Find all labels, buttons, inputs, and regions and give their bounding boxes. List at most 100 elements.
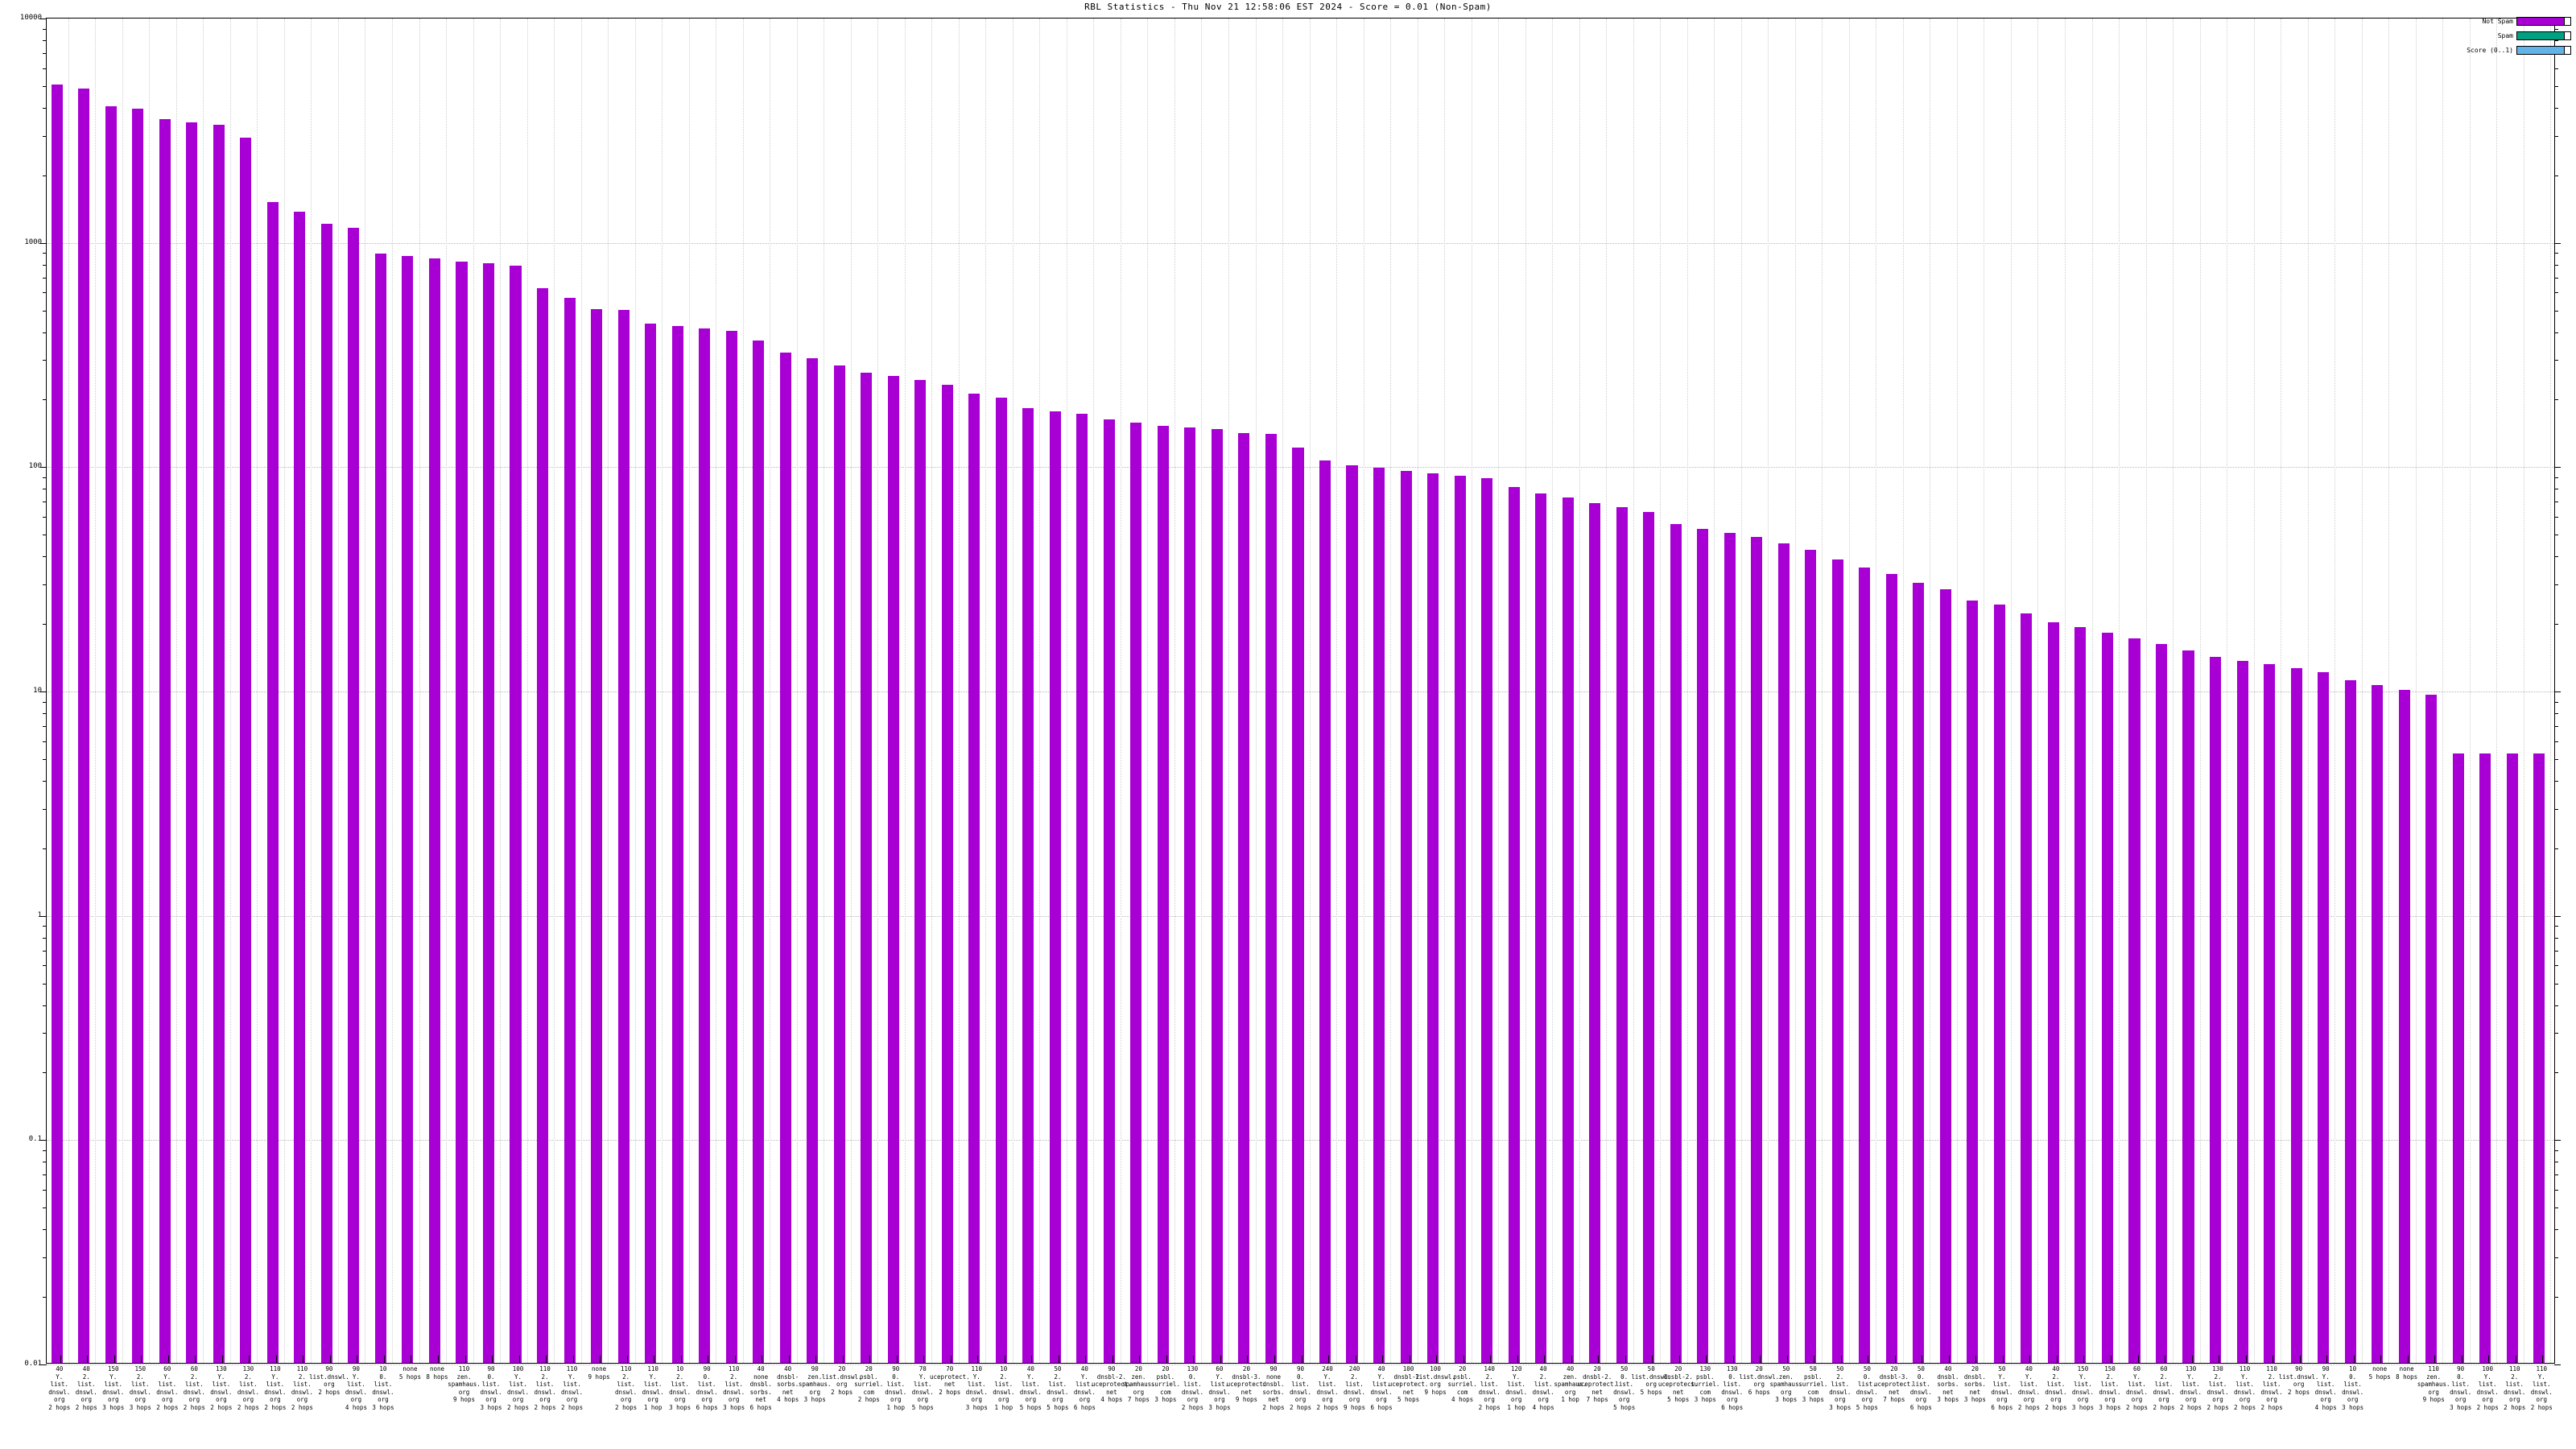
x-tick — [1031, 1356, 1033, 1363]
legend-item-spam[interactable]: Spam — [2413, 31, 2571, 41]
x-tick-label-line: zen. — [1563, 1373, 1578, 1381]
x-tick — [788, 1356, 790, 1363]
x-tick-label-line: 110 — [971, 1365, 983, 1373]
bar — [132, 108, 144, 1363]
x-tick-label-line: list. — [1345, 1381, 1364, 1388]
x-tick-label-line: org — [1835, 1396, 1846, 1403]
x-tick-label-line: org — [1052, 1396, 1063, 1403]
x-tick-label-line: dnswl. — [2450, 1388, 2472, 1396]
grid-line-vertical — [662, 19, 663, 1363]
x-tick-label-line: list. — [2100, 1381, 2120, 1388]
bar — [807, 358, 819, 1363]
x-tick-label-line: 110 — [2508, 1365, 2520, 1373]
x-tick-label-line: 3 hops — [2071, 1403, 2094, 1411]
bar — [2425, 695, 2438, 1363]
x-tick-label: 130 2. list. dnswl. org 2 hops — [237, 1365, 259, 1411]
x-tick-label-line: 20 — [865, 1365, 873, 1373]
bar — [105, 105, 117, 1363]
x-tick-label: 130 0. list. dnswl. org 2 hops — [1182, 1365, 1203, 1411]
x-tick-label-line: org — [2023, 1396, 2035, 1403]
x-tick-label: 90 Y. list. dnswl. org 4 hops — [345, 1365, 367, 1411]
x-tick-label-line: surriel. — [1150, 1381, 1180, 1388]
x-tick-label-line: 2 hops — [1262, 1403, 1285, 1411]
x-tick-label-line: org — [998, 1396, 1009, 1403]
x-tick — [626, 1356, 628, 1363]
x-tick-label-line: 150 — [108, 1365, 119, 1373]
grid-line-vertical — [877, 19, 879, 1363]
x-tick-label-line: org — [1618, 1396, 1630, 1403]
x-tick-label-line: list. — [1992, 1381, 2012, 1388]
x-tick-label-line: dnswl. — [1181, 1388, 1203, 1396]
bar — [941, 384, 953, 1363]
x-tick-label-line: com — [1160, 1388, 1171, 1396]
y-tick-label: 0.1 — [28, 1135, 42, 1144]
bar — [2479, 753, 2491, 1363]
grid-line-vertical — [2388, 19, 2390, 1363]
x-tick-label: 240 Y. list. dnswl. org 2 hops — [1316, 1365, 1338, 1411]
x-tick-label: 110 2. list. dnswl. org 2 hops — [2504, 1365, 2525, 1411]
x-tick-label-line: org — [458, 1388, 470, 1396]
bar — [725, 330, 737, 1363]
x-tick-label: 50 0. list. dnswl. org 6 hops — [1910, 1365, 1932, 1411]
x-tick-label-line: surriel. — [1798, 1381, 1828, 1388]
x-tick-label-line: org — [2536, 1396, 2547, 1403]
x-tick-label-line: 2. — [1000, 1373, 1008, 1381]
x-tick — [1328, 1356, 1330, 1363]
x-tick-label-line: 20 — [1134, 1365, 1142, 1373]
x-tick-label-line: uceprotect. — [1388, 1381, 1429, 1388]
x-tick-label-line: zen. — [1131, 1373, 1146, 1381]
x-tick — [869, 1356, 871, 1363]
x-tick — [249, 1356, 250, 1363]
grid-line-vertical — [850, 19, 852, 1363]
x-tick-label-line: 60 — [1216, 1365, 1224, 1373]
x-tick-label-line: sorbs. — [1963, 1381, 1986, 1388]
x-tick-label-line: 10 — [2349, 1365, 2357, 1373]
legend-item-score-0-1[interactable]: Score (0..1) — [2413, 45, 2571, 56]
x-tick-label-line: 2. — [1485, 1373, 1493, 1381]
x-tick — [1247, 1356, 1249, 1363]
x-tick-label-line: list. — [104, 1381, 123, 1388]
x-tick-label-line: none — [402, 1365, 418, 1373]
bar — [1751, 537, 1763, 1363]
x-tick — [2353, 1356, 2355, 1363]
x-tick-label-line: list. — [563, 1381, 581, 1388]
x-tick-label-line: list. — [1858, 1381, 1876, 1388]
y-tick-minor-right — [2554, 264, 2558, 266]
x-tick-label: 110 Y. list. dnswl. org 2 hops — [561, 1365, 583, 1411]
x-tick-label-line: 2 hops — [2288, 1388, 2310, 1396]
x-tick-label-line: list. — [968, 1381, 986, 1388]
x-tick-label: 20 dnsbl. sorbs. net 3 hops — [1964, 1365, 1986, 1404]
y-tick-minor — [43, 926, 47, 927]
bar — [240, 137, 252, 1363]
x-tick-label-line: net — [944, 1381, 956, 1388]
legend-item-not-spam[interactable]: Not Spam — [2413, 16, 2571, 27]
x-tick-label-line: uceprotect. — [1577, 1381, 1618, 1388]
bar — [1616, 507, 1628, 1363]
x-tick — [2245, 1356, 2247, 1363]
x-tick — [572, 1356, 574, 1363]
x-tick-label-line: list. — [1723, 1381, 1742, 1388]
y-tick-minor — [43, 741, 47, 742]
bar — [1400, 470, 1412, 1363]
grid-line-vertical — [419, 19, 420, 1363]
y-tick-minor — [43, 135, 47, 137]
x-tick-label-line: 130 — [1699, 1365, 1711, 1373]
x-tick-label-line: 20 — [1971, 1365, 1979, 1373]
x-tick-label-line: org — [80, 1396, 93, 1403]
x-tick-label-line: org — [1781, 1388, 1792, 1396]
grid-line-vertical — [1147, 19, 1149, 1363]
x-tick-label-line: org — [971, 1396, 983, 1403]
x-tick-label-line: org — [1322, 1396, 1333, 1403]
x-tick-label-line: list.dnswl. — [2278, 1373, 2319, 1381]
x-tick-label-line: dnswl. — [372, 1388, 394, 1396]
x-tick-label-line: list. — [2020, 1381, 2038, 1388]
x-tick-label-line: list. — [617, 1381, 635, 1388]
x-tick-label: 90 0. list. dnswl. org 3 hops — [2450, 1365, 2471, 1411]
x-tick-label-line: org — [647, 1396, 658, 1403]
x-tick-label: 40 none dnsbl. sorbs. net 6 hops — [750, 1365, 772, 1411]
grid-line-vertical — [229, 19, 231, 1363]
x-tick-label-line: 90 — [487, 1365, 495, 1373]
x-tick-label-line: list. — [481, 1381, 501, 1388]
y-tick-minor — [43, 758, 47, 760]
x-tick-label-line: dnswl. — [129, 1388, 151, 1396]
